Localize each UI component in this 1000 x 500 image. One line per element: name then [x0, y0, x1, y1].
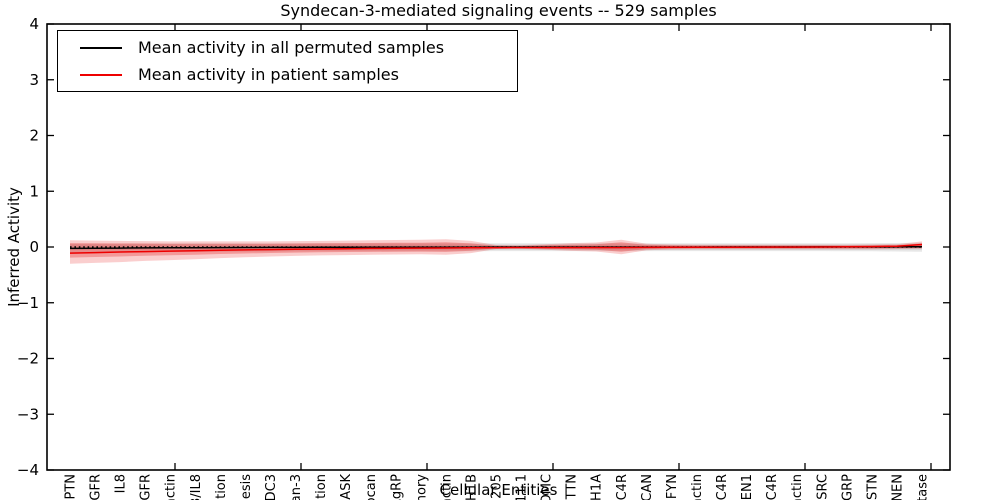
y-tick-label: −3: [17, 405, 39, 423]
x-tick-label: Syndecan-3/Fyn/Cortactin: [439, 474, 454, 500]
x-tick-label: neuron projection morphogenesis: [239, 474, 254, 500]
x-tick-label: long-term memory: [414, 474, 429, 500]
x-tick-label: PSENEN: [890, 474, 905, 500]
x-tick-label: FYN: [665, 474, 680, 499]
patient-line-swatch: [80, 73, 122, 76]
patient-std-outer-band: [70, 239, 922, 264]
x-tick-label: PSEN1: [740, 474, 755, 500]
y-tick-label: −1: [17, 294, 39, 312]
y-tick-label: −4: [17, 461, 39, 479]
x-tick-label: AGRP: [840, 474, 855, 500]
x-tick-label: Syndecan-3/AgRP/MC4R: [615, 474, 630, 500]
x-tick-label: EGFR: [89, 474, 104, 500]
x-tick-label: GO:0007205: [490, 474, 505, 500]
y-tick-label: 4: [29, 15, 39, 33]
x-tick-label: Syndecan-3/AgRP: [389, 474, 404, 500]
y-tick-label: −2: [17, 350, 39, 368]
chart-title: Syndecan-3-mediated signaling events -- …: [280, 1, 717, 20]
patient-std-inner-band: [70, 242, 922, 258]
legend-label-patient: Mean activity in patient samples: [138, 65, 399, 84]
x-tick-label: MC4R: [765, 474, 780, 500]
legend-entry-permuted: Mean activity in all permuted samples: [68, 34, 507, 61]
x-tick-label: alpha-MSH/MC4R: [715, 474, 730, 500]
y-tick-label: 1: [29, 182, 39, 200]
y-tick-label: 3: [29, 71, 39, 89]
x-tick-label: SDC3: [264, 474, 279, 500]
permuted-line-swatch: [80, 46, 122, 49]
x-tick-label: RP11-540L11.1: [515, 474, 530, 500]
x-tick-label: APH1A: [590, 474, 605, 500]
x-tick-label: NCAN: [640, 474, 655, 500]
x-tick-label: Syndecan-3/EGFR: [139, 474, 154, 500]
legend-label-permuted: Mean activity in all permuted samples: [138, 38, 445, 57]
x-tick-label: PTN: [64, 474, 79, 500]
x-tick-label: Syndecan-3/Src/Cortactin: [164, 474, 179, 500]
y-tick-label: 0: [29, 238, 39, 256]
x-tick-label: FGFR/FGF/Syndecan-3: [289, 474, 304, 500]
x-tick-label: NCSTN: [865, 474, 880, 500]
x-tick-label: positive regulation of leukocyte migrati…: [214, 474, 229, 500]
patient-mean-line: [69, 243, 923, 254]
x-tick-label: APH1B: [464, 474, 479, 500]
x-tick-label: Syndecan-3/Neurocan: [364, 474, 379, 500]
x-tick-label: IL8: [114, 474, 129, 493]
x-tick-label: Src/Cortactin: [790, 474, 805, 500]
x-tick-label: Gamma Secretase: [916, 474, 931, 500]
x-tick-label: SRC: [815, 474, 830, 500]
legend: Mean activity in all permuted samples Me…: [57, 30, 518, 92]
x-tick-label: CTTN: [565, 474, 580, 500]
x-tick-label: Syndecan-3/IL8: [189, 474, 204, 500]
x-tick-label: POMC: [540, 474, 555, 500]
x-tick-label: Syndecan-3/CASK: [339, 474, 354, 500]
y-tick-label: 2: [29, 127, 39, 145]
x-tick-label: Fyn/Cortactin: [690, 474, 705, 500]
x-tick-label: limb bud formation: [314, 474, 329, 500]
legend-entry-patient: Mean activity in patient samples: [68, 61, 507, 88]
x-axis-label: Cellular Entities: [439, 481, 558, 499]
